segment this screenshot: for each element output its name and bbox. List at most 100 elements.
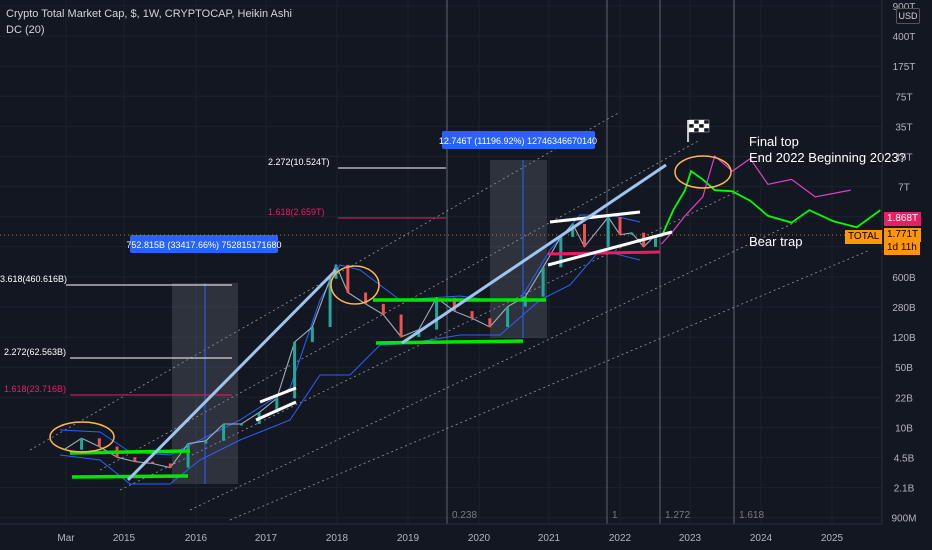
candle [654, 235, 657, 247]
candle [381, 303, 385, 315]
price-tick-label: 10B [895, 423, 913, 434]
time-tick-label: 2018 [326, 533, 349, 544]
time-tick-label: 2022 [609, 533, 632, 544]
measure-label: 12.746T (11196.92%) 12746346670140 [439, 136, 597, 146]
time-tick-label: 2019 [397, 533, 420, 544]
time-axis[interactable]: Mar 2015 2016 2017 2018 2019 2020 2021 2022 2023 2… [0, 523, 882, 544]
price-tick-label: 175T [893, 62, 916, 73]
time-tick-label: 2017 [255, 533, 278, 544]
candle [293, 342, 297, 399]
price-tick-label: 900M [891, 514, 916, 525]
channel-line [229, 249, 871, 521]
candle [186, 443, 190, 468]
price-tick-label: 75T [895, 92, 912, 103]
candle [559, 236, 563, 268]
price-tick-label: 400T [893, 32, 916, 43]
donchian-lower [59, 249, 641, 485]
candle [435, 297, 439, 330]
price-tick-label: 15T [895, 153, 912, 164]
projection-magenta [660, 154, 851, 245]
candle [328, 278, 332, 328]
fib-level-label: 3.618(460.616B) [0, 274, 67, 284]
time-tick-label: 2021 [538, 533, 561, 544]
candle [222, 424, 226, 441]
trend-segment [259, 386, 297, 404]
candle [488, 318, 492, 328]
price-tick-label: 2.1B [894, 484, 915, 495]
candle [80, 438, 84, 450]
candle [618, 217, 622, 235]
trend-segment [547, 230, 673, 267]
channel-line [99, 139, 701, 471]
fib-level-label: 1.618(23.716B) [4, 384, 66, 394]
candle [606, 217, 610, 247]
candle [583, 224, 586, 247]
highlight-ellipse [49, 421, 115, 453]
fib-levels: 3.618(460.616B) 2.272(62.563B) 1.618(23.71… [0, 157, 882, 396]
price-tick-label: 600B [892, 273, 916, 284]
price-tick-label: 120B [892, 333, 916, 344]
measure-label-bg [130, 235, 278, 253]
time-tick-label: 2015 [113, 533, 136, 544]
price-tick-label: 280B [892, 303, 916, 314]
fib-level-label: 2.272(10.524T) [268, 157, 330, 167]
parallel-channel [29, 111, 871, 521]
fib-level-label: 1.618(2.659T) [268, 207, 325, 217]
candle [470, 311, 474, 319]
time-tick-label: 2020 [468, 533, 491, 544]
fib-level-label: 2.272(62.563B) [4, 347, 66, 357]
price-tick-label: 22B [895, 393, 913, 404]
candle [452, 297, 456, 312]
projection-green [660, 169, 881, 238]
fib-time-label: 0.238 [452, 510, 477, 521]
candle [364, 292, 368, 304]
support-line [375, 339, 524, 345]
currency-badge[interactable]: USD [896, 8, 920, 24]
trendline [401, 163, 667, 345]
time-tick-label: 2024 [750, 533, 773, 544]
price-tick-label: 35T [895, 122, 912, 133]
indicator-label[interactable]: DC (20) [6, 24, 45, 36]
candle [399, 314, 403, 337]
fib-time-label: 1 [612, 510, 618, 521]
candle [275, 398, 279, 413]
candle [133, 457, 137, 462]
candle [239, 424, 243, 426]
candle [204, 440, 208, 444]
trend-segment [549, 210, 641, 224]
drawings [49, 119, 732, 482]
candle [151, 461, 155, 464]
measure-label-bg [442, 131, 595, 149]
candle [506, 306, 510, 328]
candle [168, 463, 172, 468]
chart-title: Crypto Total Market Cap, $, 1W, CRYPTOCA… [6, 8, 292, 20]
time-tick-label: 2023 [679, 533, 702, 544]
candle [571, 224, 575, 237]
time-tick-label: 2016 [185, 533, 208, 544]
candle [310, 327, 314, 343]
price-tick-label: 7T [898, 183, 910, 194]
support-line [69, 449, 191, 455]
current-price-tag: 1.771T [884, 228, 922, 242]
candle [346, 264, 350, 293]
measure-label: 752.815B (33417.66%) 752815171680 [126, 240, 281, 250]
annotation-final-top: Final top [749, 134, 799, 149]
highlight-ellipse [674, 155, 732, 189]
candle [541, 267, 545, 297]
fib-time-label: 1.272 [665, 510, 690, 521]
time-tick-label: Mar [57, 533, 75, 544]
measure-boxes: 752.815B (33417.66%) 752815171680 12.746T… [126, 131, 597, 484]
fib-time-label: 1.618 [739, 510, 764, 521]
price-tick-label: 4.5B [894, 454, 915, 465]
annotation-end-2022: End 2022 Beginning 2023? [749, 150, 906, 165]
annotation-bear-trap: Bear trap [749, 234, 802, 249]
countdown-tag: 1d 11h [884, 241, 920, 255]
price-tick-label: 50B [895, 363, 913, 374]
symbol-tag: TOTAL [845, 230, 883, 244]
magenta-support-line [547, 250, 661, 256]
measure-box-2021 [490, 160, 547, 338]
ref-price-tag: 1.868T [884, 212, 922, 226]
fib-time-lines: 0.238 1 1.272 1.618 [446, 0, 764, 524]
highlight-ellipse [330, 265, 380, 305]
